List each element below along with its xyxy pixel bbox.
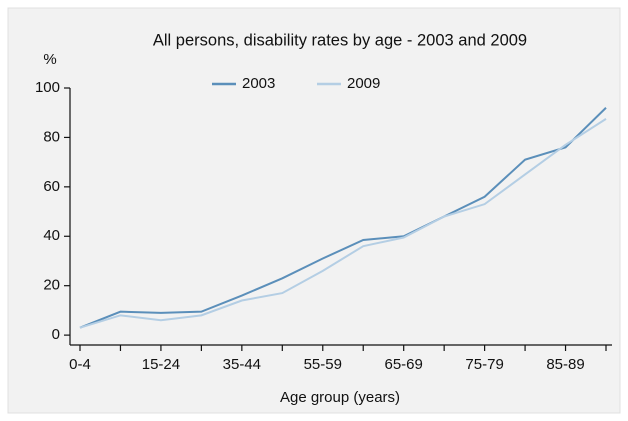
legend-label: 2003	[242, 75, 275, 92]
x-tick-label: 35-44	[223, 356, 261, 373]
legend-label: 2009	[347, 75, 380, 92]
x-tick-label: 0-4	[69, 356, 91, 373]
x-tick-label: 65-69	[385, 356, 423, 373]
chart-title: All persons, disability rates by age - 2…	[153, 31, 527, 49]
y-tick-label: 40	[43, 227, 60, 244]
y-tick-label: 0	[52, 326, 60, 343]
panel	[7, 7, 621, 414]
series-line	[79, 107, 607, 329]
x-tick-label: 85-89	[546, 356, 584, 373]
y-tick-label: 20	[43, 277, 60, 294]
y-tick-label: 80	[43, 128, 60, 145]
series-line	[79, 118, 607, 329]
y-tick-label: 100	[35, 79, 60, 96]
x-axis-label: Age group (years)	[280, 389, 400, 406]
y-axis-label: %	[43, 51, 56, 68]
x-tick-label: 75-79	[465, 356, 503, 373]
x-tick-label: 55-59	[304, 356, 342, 373]
y-tick-label: 60	[43, 178, 60, 195]
x-tick-label: 15-24	[142, 356, 180, 373]
